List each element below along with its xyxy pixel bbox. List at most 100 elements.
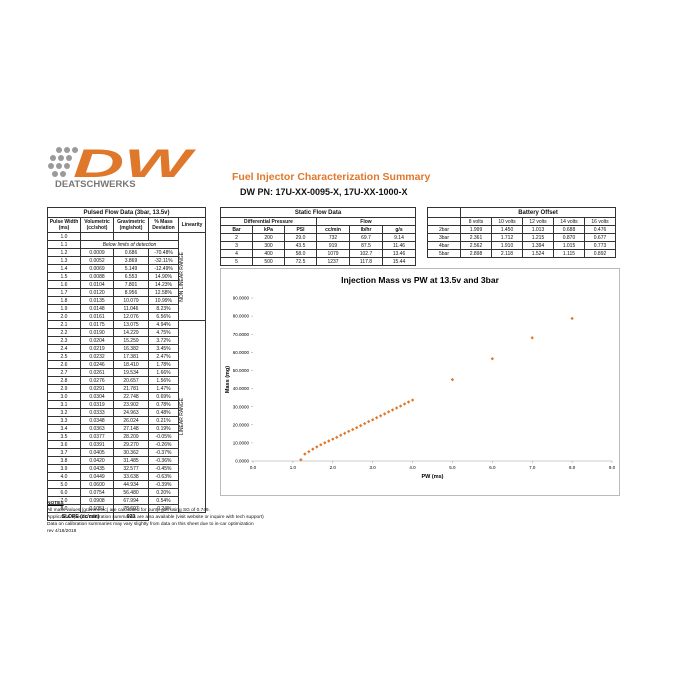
table-cell: 0.0161	[80, 312, 114, 321]
table-cell: 2.6	[47, 360, 81, 369]
table-cell: 0.0435	[80, 464, 114, 473]
table-cell: 3.2	[47, 408, 81, 417]
chart-frame	[220, 268, 620, 496]
table-cell: 3.5	[47, 432, 81, 441]
table-cell: 2.0	[47, 312, 81, 321]
note-line: Application specific calibration summari…	[47, 515, 264, 520]
table-cell: 0.0135	[80, 296, 114, 305]
table-cell: 0.688	[553, 225, 585, 234]
table-cell: 0.0219	[80, 344, 114, 353]
table-row: 2.9 0.0291 21.781 1.47%	[47, 384, 206, 393]
table-row: Static Flow Data	[220, 207, 416, 218]
table-cell: 1.47%	[148, 384, 179, 393]
data-point	[347, 429, 351, 434]
table-cell: 0.0204	[80, 336, 114, 345]
table-cell: 0.0405	[80, 448, 114, 457]
table-cell: 0.686	[113, 248, 149, 257]
chart-title: Injection Mass vs PW at 13.5v and 3bar	[341, 275, 499, 285]
y-tick-label: 0.0000	[235, 459, 249, 464]
table-cell: 6.56%	[148, 312, 179, 321]
table-cell: 5bar	[427, 249, 461, 258]
part-number: DW PN: 17U-XX-0095-X, 17U-XX-1000-X	[240, 187, 408, 197]
table-cell: 3.1	[47, 400, 81, 409]
table-cell: 1.450	[491, 225, 523, 234]
table-cell: 3.0	[47, 392, 81, 401]
data-point	[331, 437, 335, 441]
table-cell: Gravimetric (mg/shot)	[113, 217, 149, 233]
table-cell: 0.19%	[148, 424, 179, 433]
data-point	[530, 336, 534, 340]
table-cell: 117.8	[349, 257, 383, 266]
table-cell: 17.381	[113, 352, 149, 361]
table-cell: 0.0377	[80, 432, 114, 441]
table-cell: 0.69%	[148, 392, 179, 401]
table-cell: 2.7	[47, 368, 81, 377]
y-tick-label: 60.0000	[233, 350, 250, 355]
table-row: 5 500 72.5 1237 117.8 15.44	[220, 257, 416, 266]
table-cell: 4.94%	[148, 320, 179, 329]
table-cell: 1.66%	[148, 368, 179, 377]
table-cell: cc/min	[316, 225, 350, 234]
y-axis-label: Mass (mg)	[225, 366, 231, 393]
table-cell: 300	[252, 241, 285, 250]
table-cell: 8.23%	[148, 304, 179, 313]
table-cell: 2.562	[460, 241, 492, 250]
table-cell: 14.23%	[148, 280, 179, 289]
table-cell: 58.0	[284, 249, 317, 258]
table-cell: 32.577	[113, 464, 149, 473]
table-cell: 33.638	[113, 472, 149, 481]
table-cell: 69.7	[349, 233, 383, 242]
table-cell: 3.9	[47, 464, 81, 473]
table-cell: 11.046	[113, 304, 149, 313]
data-table: Static Flow Data Differential Pressure Flo…	[220, 207, 416, 266]
data-point	[323, 441, 327, 445]
table-cell: 4.0	[47, 472, 81, 481]
table-cell: 13.46	[382, 249, 416, 258]
x-tick-label: 3.0	[370, 465, 377, 470]
column-header: Pulse Width	[49, 219, 79, 225]
y-tick-label: 30.0000	[233, 404, 250, 409]
chart: Injection Mass vs PW at 13.5v and 3bar PW…	[220, 268, 620, 496]
table-cell: 5.149	[113, 264, 149, 273]
table-cell: 23.902	[113, 400, 149, 409]
data-point	[311, 447, 315, 451]
table-cell: 0.0009	[80, 248, 114, 257]
x-tick-label: 5.0	[449, 465, 456, 470]
table-row: 2.8 0.0276 20.657 1.56%	[47, 376, 206, 385]
table-cell: 2.4	[47, 344, 81, 353]
table-cell	[80, 232, 114, 241]
table-cell: 1.115	[553, 249, 585, 258]
table-row: Differential Pressure Flow	[220, 217, 416, 226]
title: Fuel Injector Characterization Summary	[232, 171, 431, 183]
data-table: Pulsed Flow Data (3bar, 13.5v) Pulse Widt…	[47, 207, 206, 521]
table-cell: 2.118	[491, 249, 523, 258]
x-tick-label: 9.0	[609, 465, 616, 470]
brand: DEATSCHWERKS	[55, 179, 136, 190]
table-cell: 3bar	[427, 233, 461, 242]
table-cell: kPa	[252, 225, 285, 234]
table-cell: 28.209	[113, 432, 149, 441]
table-cell: -0.36%	[148, 456, 179, 465]
table-cell: 1.3	[47, 256, 81, 265]
table-cell: 0.476	[583, 225, 617, 234]
column-header: (mg/shot)	[119, 225, 143, 231]
x-axis-label: PW (ms)	[422, 474, 444, 480]
table-row: 4bar 2.562 1.910 1.394 1.015 0.773	[427, 241, 617, 250]
table-cell: 1.394	[522, 241, 554, 250]
table-cell: 0.0319	[80, 400, 114, 409]
table-cell: 0.0304	[80, 392, 114, 401]
x-tick-label: 7.0	[529, 465, 536, 470]
y-tick-label: 50.0000	[233, 368, 250, 373]
table-cell: 1.9	[47, 304, 81, 313]
table-cell: 2.47%	[148, 352, 179, 361]
table-cell: 1.0	[47, 232, 81, 241]
table-cell: 43.5	[284, 241, 317, 250]
table-row: 3 300 43.5 919 87.5 11.46	[220, 241, 416, 250]
note-line: Data on calibration summaries may vary s…	[47, 522, 254, 527]
logo-mark: DW	[73, 142, 197, 186]
table-cell: 8.956	[113, 288, 149, 297]
table-cell: 2.9	[47, 384, 81, 393]
table-cell: 13.075	[113, 320, 149, 329]
table-cell: 1.8	[47, 296, 81, 305]
